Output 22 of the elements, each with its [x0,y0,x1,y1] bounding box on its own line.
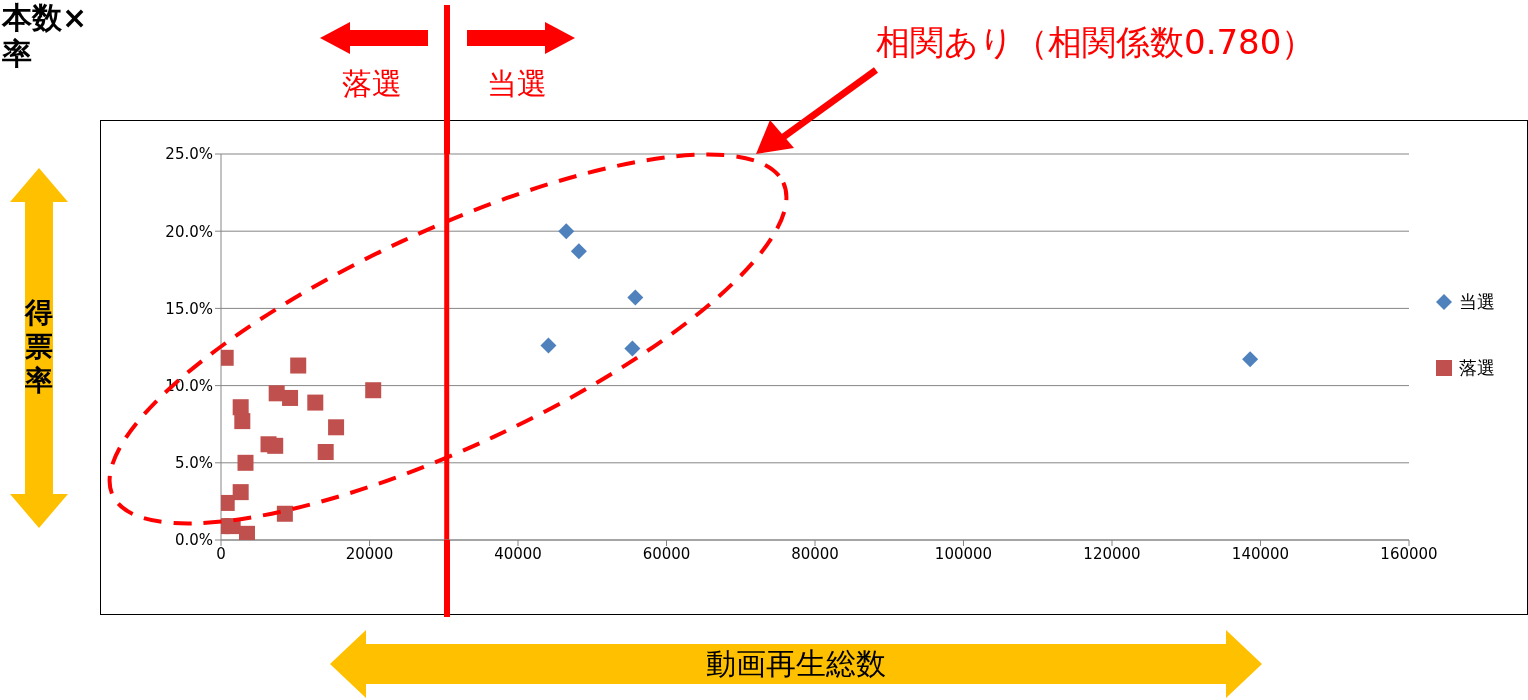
y-tick-label: 25.0% [165,145,213,164]
x-tick-label: 0 [216,544,226,563]
x-tick-label: 140000 [1231,544,1290,563]
chart-title: 本数× 率 [2,0,88,72]
x-tick-label: 60000 [642,544,691,563]
text: 落選 [340,65,403,103]
text: 相関あり（相関係数0.780） [876,21,1316,64]
x-tick-label: 120000 [1083,544,1141,563]
legend-label: 当選 [1459,290,1495,314]
x-tick-label: 20000 [345,544,394,563]
x-tick-label: 40000 [494,544,542,563]
x-tick-label: 100000 [934,544,993,563]
y-tick-label: 5.0% [174,454,213,473]
y-tick-label: 20.0% [165,222,213,241]
y-axis-title: 得票率 [23,296,54,398]
y-tick-label: 15.0% [165,299,213,318]
x-tick-label: 160000 [1380,544,1438,563]
y-tick-label: 0.0% [174,531,213,550]
legend-label: 落選 [1459,356,1495,380]
x-tick-label: 80000 [791,544,839,563]
x-axis-title: 動画再生総数 [705,645,887,683]
text: 当選 [485,65,548,103]
